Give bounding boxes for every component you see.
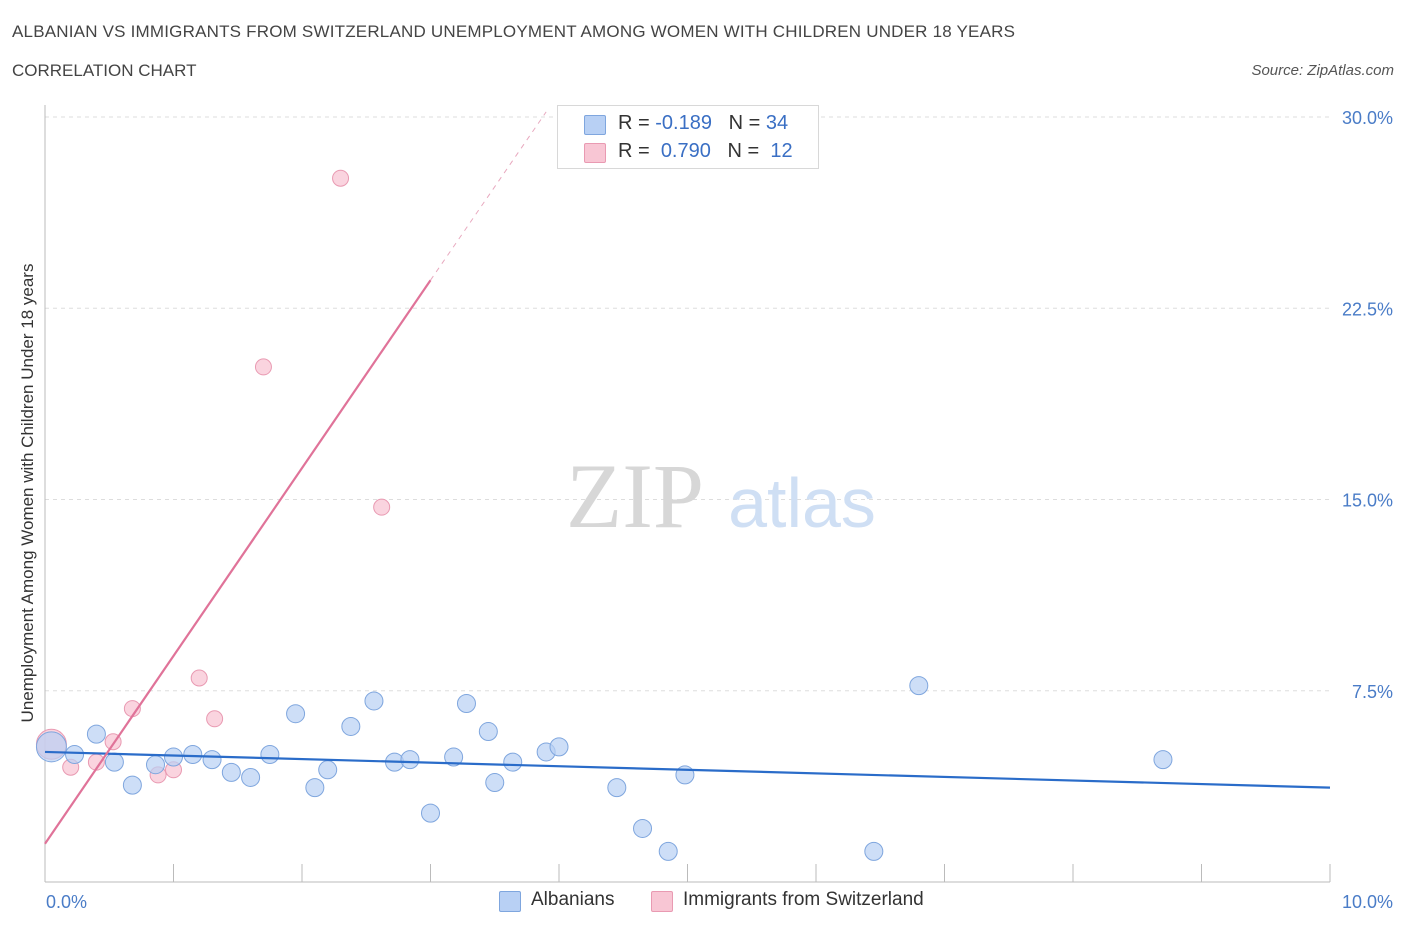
source-label: Source: ZipAtlas.com [1251, 62, 1394, 79]
albanian-point-1 [65, 745, 85, 764]
y-axis-label: Unemployment Among Women with Children U… [18, 264, 37, 723]
albanian-point-23 [478, 722, 498, 742]
correlation-legend: R = -0.189 N = 34 R = 0.790 N = 12 [557, 105, 819, 169]
albanian-point-33 [1153, 750, 1173, 770]
albanian-point-18 [400, 750, 420, 770]
albanian-point-3 [104, 752, 124, 772]
albanian-point-26 [549, 737, 569, 757]
y-tick-label-3: 30.0% [1342, 108, 1393, 128]
albanian-point-24 [503, 752, 523, 772]
legend-swatch-albanians [584, 115, 606, 135]
chart-subtitle: CORRELATION CHART [12, 61, 197, 80]
chart-title: ALBANIAN VS IMMIGRANTS FROM SWITZERLAND … [12, 22, 1016, 41]
legend-text-albanians: R = -0.189 N = 34 [618, 112, 789, 134]
albanian-point-14 [318, 760, 338, 780]
albanian-point-7 [183, 745, 203, 764]
bottom-swatch-albanians [499, 891, 521, 912]
albanian-point-22 [485, 773, 505, 793]
albanian-point-31 [864, 841, 884, 861]
trend-lines [44, 111, 1331, 845]
albanian-point-15 [341, 716, 361, 736]
swiss-point-11 [373, 498, 391, 516]
albanian-points [35, 676, 1173, 861]
albanian-point-19 [421, 803, 440, 823]
watermark-zip: ZIP [566, 445, 704, 547]
albanian-point-32 [909, 676, 929, 696]
tick-labels: 7.5% 15.0% 22.5% 30.0% 0.0% 10.0% [46, 108, 1393, 912]
y-tick-label-0: 7.5% [1352, 682, 1393, 702]
albanian-point-6 [164, 747, 183, 767]
albanian-point-16 [364, 691, 384, 711]
y-tick-label-1: 15.0% [1342, 491, 1393, 511]
albanian-point-10 [241, 767, 261, 787]
swiss-point-10 [332, 169, 350, 187]
swiss-trend-line [44, 279, 432, 845]
albanian-point-9 [221, 762, 241, 782]
grid-lines [45, 116, 1330, 692]
bottom-label-albanians: Albanians [531, 889, 615, 910]
albanian-point-11 [260, 745, 280, 764]
watermark: ZIP atlas [566, 445, 876, 547]
albanian-point-2 [86, 724, 106, 744]
albanian-trend-line [44, 750, 1331, 789]
x-tick-label-max: 10.0% [1342, 892, 1393, 912]
legend-swatch-swiss [584, 143, 606, 163]
swiss-point-9 [254, 358, 272, 376]
albanian-point-20 [444, 747, 464, 767]
swiss-trend-extension [430, 111, 547, 281]
y-tick-label-2: 22.5% [1342, 299, 1393, 319]
albanian-point-12 [286, 704, 306, 724]
albanian-point-0 [35, 731, 67, 763]
swiss-point-8 [206, 710, 224, 728]
albanian-point-27 [607, 778, 627, 798]
albanian-point-5 [146, 755, 166, 775]
albanian-point-29 [658, 841, 678, 861]
legend-text-swiss: R = 0.790 N = 12 [618, 140, 793, 162]
albanian-point-21 [456, 694, 476, 713]
bottom-swatch-swiss [651, 891, 673, 912]
albanian-point-4 [122, 775, 142, 795]
albanian-point-8 [202, 750, 222, 770]
x-tick-label-min: 0.0% [46, 892, 87, 912]
albanian-point-13 [305, 778, 325, 798]
bottom-label-swiss: Immigrants from Switzerland [683, 889, 924, 910]
albanian-point-28 [633, 818, 653, 838]
swiss-point-7 [190, 669, 208, 687]
watermark-atlas: atlas [728, 464, 876, 542]
